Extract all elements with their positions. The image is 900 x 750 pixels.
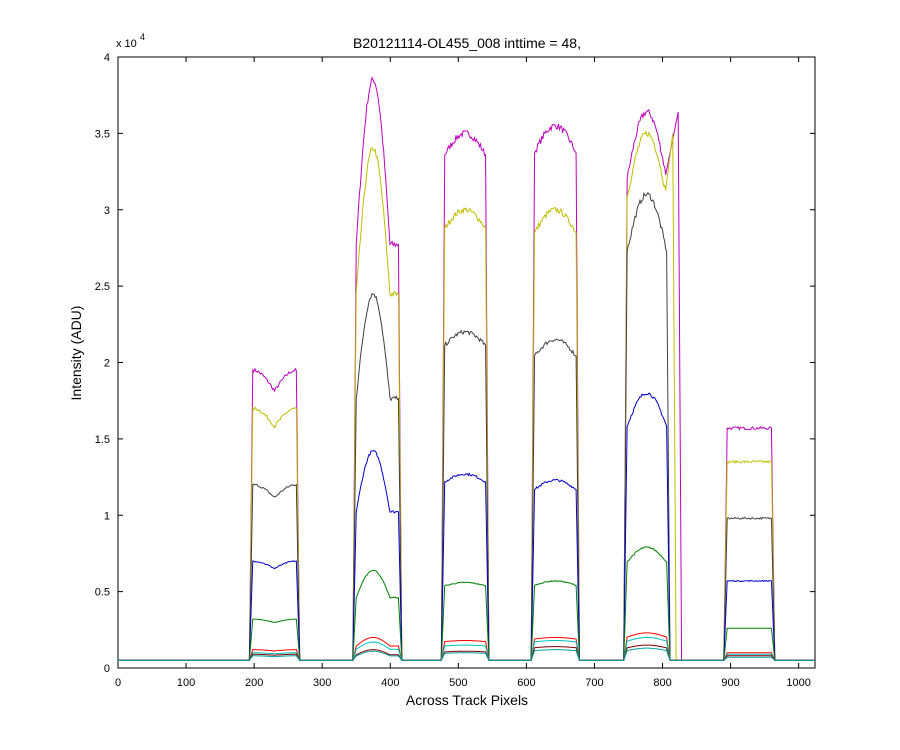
y-multiplier-base: x 10 [116, 38, 137, 50]
y-multiplier: x 10 4 [116, 32, 145, 50]
x-tick-label: 300 [313, 677, 331, 689]
x-axis-title: Across Track Pixels [406, 692, 528, 708]
y-tick-label: 1 [104, 510, 110, 522]
y-tick-label: 2 [104, 358, 110, 370]
y-tick-label: 3 [104, 205, 110, 217]
axes-box [117, 56, 816, 669]
chart-title: B20121114-OL455_008 inttime = 48, [353, 35, 581, 51]
x-tick-label: 400 [381, 677, 399, 689]
tick-layer: 0 100 200 300 400 500 600 700 800 900 1000 0 0.5 1 1.5… [95, 52, 815, 689]
y-tick-label: 0.5 [95, 587, 110, 599]
series-line [118, 546, 815, 661]
y-axis-title: Intensity (ADU) [68, 306, 84, 401]
x-tick-label: 1000 [786, 677, 810, 689]
y-multiplier-exponent: 4 [140, 32, 145, 42]
series-layer [118, 76, 815, 661]
x-tick-label: 0 [115, 677, 121, 689]
y-tick-label: 0 [104, 663, 110, 675]
series-line [118, 632, 815, 661]
x-tick-label: 800 [653, 677, 671, 689]
x-tick-label: 200 [245, 677, 263, 689]
y-tick-label: 2.5 [95, 281, 110, 293]
series-line [118, 76, 815, 661]
y-tick-label: 1.5 [95, 434, 110, 446]
y-tick-label: 3.5 [95, 128, 110, 140]
series-line [118, 191, 815, 661]
series-line [118, 130, 815, 661]
x-tick-label: 900 [721, 677, 739, 689]
x-tick-label: 600 [517, 677, 535, 689]
plot-area: 0 100 200 300 400 500 600 700 800 900 1000 0 0.5 1 1.5… [95, 52, 816, 689]
x-tick-label: 500 [449, 677, 467, 689]
series-line [118, 392, 815, 661]
x-tick-label: 100 [177, 677, 195, 689]
x-tick-label: 700 [585, 677, 603, 689]
y-tick-label: 4 [104, 52, 110, 64]
series-line [118, 647, 815, 661]
